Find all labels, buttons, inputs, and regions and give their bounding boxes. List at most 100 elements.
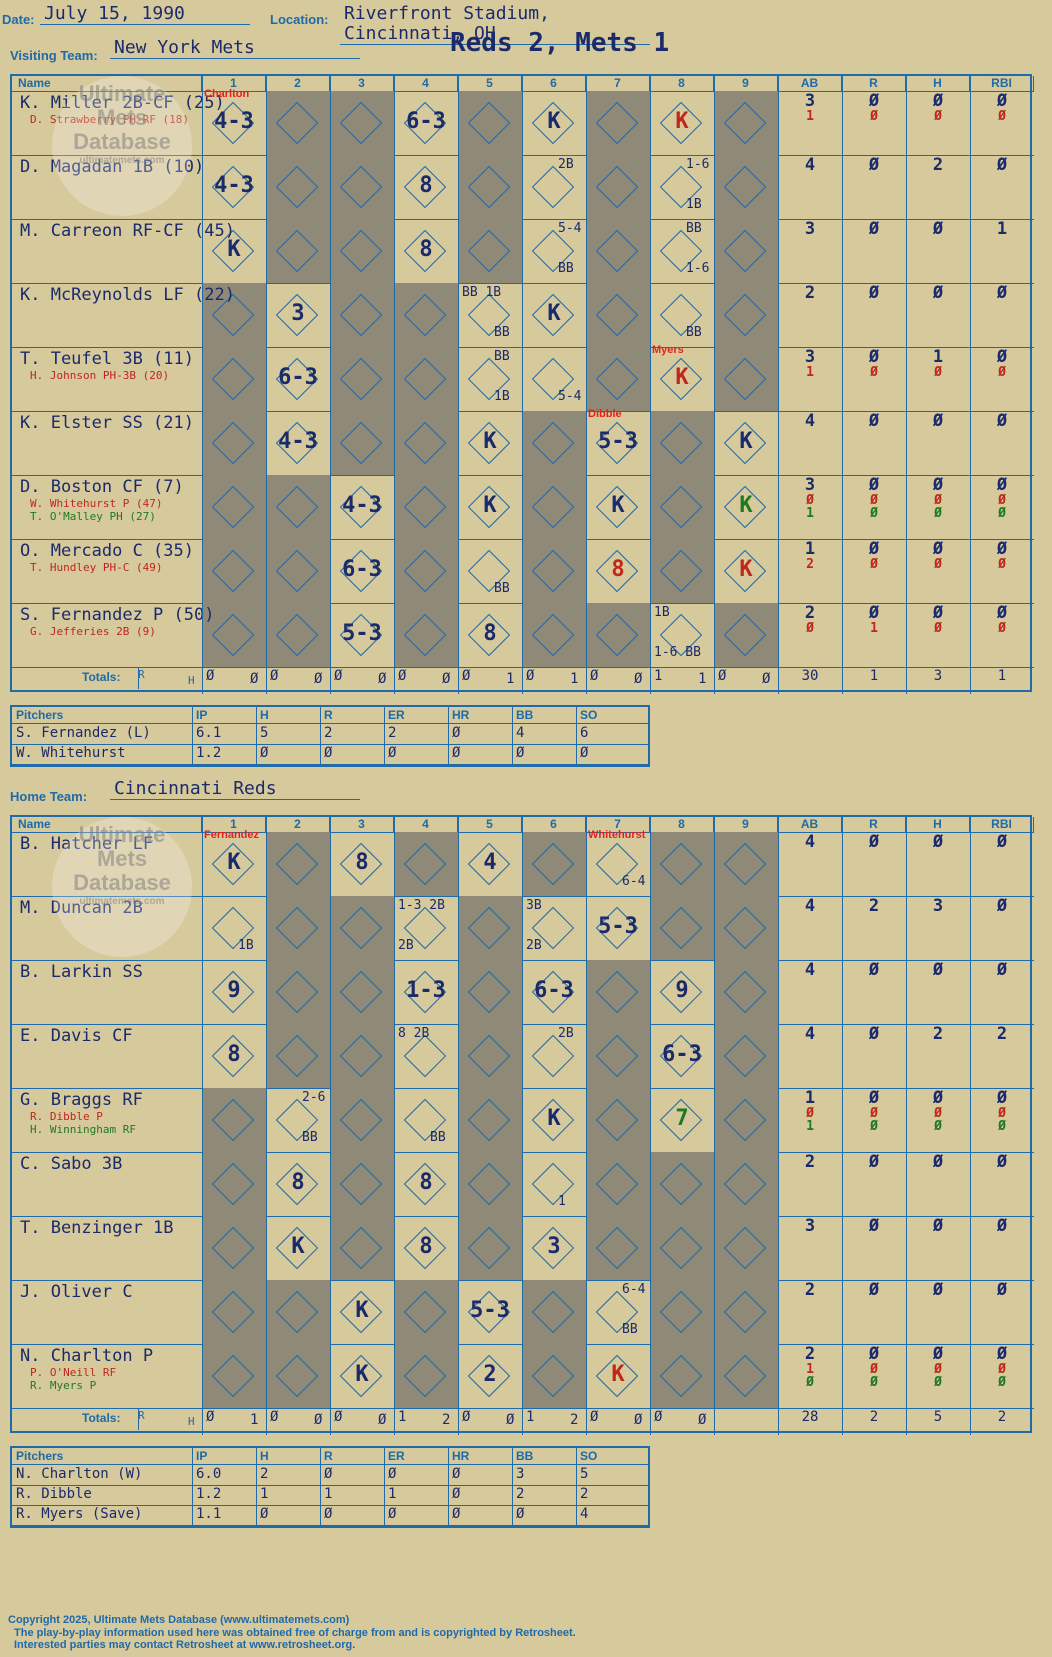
home-col-rule <box>650 817 651 1435</box>
visitor-stat-value: 1 <box>932 347 944 367</box>
home-stat-value: Ø <box>868 832 880 852</box>
visitor-col-rule <box>650 76 651 694</box>
visitor-substitute: W. Whitehurst P (47) <box>30 497 163 510</box>
base-diamond <box>339 1162 383 1206</box>
base-diamond <box>339 1226 383 1270</box>
home-play-result: 5-3 <box>598 914 638 939</box>
home-player-name: T. Benzinger 1B <box>20 1218 174 1238</box>
home-inning-cell <box>586 1024 650 1088</box>
visitor-stat-value: 1 <box>806 365 814 380</box>
visitor-col-rule <box>842 76 843 694</box>
home-pitch-value: R. Myers (Save) <box>16 1506 143 1522</box>
home-header-inning: 5 <box>458 817 522 832</box>
visitor-inning-cell <box>458 91 522 155</box>
home-col-rule <box>266 817 267 1435</box>
visitor-col-rule <box>394 76 395 694</box>
home-inning-cell <box>650 1216 714 1280</box>
home-pitch-header: R <box>324 1449 333 1463</box>
visitor-header-stat: R <box>842 76 906 91</box>
home-pitch-value: 1 <box>388 1486 397 1502</box>
visitor-pitch-header: IP <box>196 708 208 722</box>
home-inning-cell <box>202 1280 266 1344</box>
home-play-result: 8 <box>227 1042 241 1067</box>
home-stat-value: Ø <box>868 1216 880 1236</box>
visitor-substitute: D. Strawberry PH-RF (18) <box>30 113 189 126</box>
home-stat-value: Ø <box>870 1375 878 1390</box>
visitor-player-name: D. Magadan 1B (10) <box>20 157 205 177</box>
home-inning-cell <box>650 1152 714 1216</box>
visitor-inning-cell <box>650 475 714 539</box>
visitor-inning-cell <box>586 603 650 667</box>
base-diamond <box>275 906 319 950</box>
home-inning-cell <box>394 1088 458 1152</box>
visitor-base-note: 1B <box>686 197 702 212</box>
home-play-result: K <box>355 1362 369 1387</box>
base-diamond <box>595 229 639 273</box>
visitor-player-name: D. Boston CF (7) <box>20 477 184 497</box>
visitor-inning-cell <box>650 411 714 475</box>
visitor-inning-cell <box>394 603 458 667</box>
home-inning-hits: 1 <box>250 1412 259 1428</box>
visitor-inning-hits: 1 <box>570 671 579 687</box>
visitor-substitute: H. Johnson PH-3B (20) <box>30 369 170 382</box>
visitor-inning-cell <box>586 155 650 219</box>
visitor-stat-value: 3 <box>804 347 816 367</box>
copyright-line: Copyright 2025, Ultimate Mets Database (… <box>8 1614 350 1626</box>
visitor-stat-value: Ø <box>868 347 880 367</box>
visitor-play-result: K <box>739 429 753 454</box>
visitor-stat-value: Ø <box>870 506 878 521</box>
visitor-play-result: 5-3 <box>598 429 638 454</box>
home-pitch-value: 5 <box>580 1466 589 1482</box>
home-base-note: 3B <box>526 898 542 913</box>
visitor-stat-value: Ø <box>806 621 814 636</box>
visitor-inning-cell <box>586 347 650 411</box>
home-player-name: E. Davis CF <box>20 1026 133 1046</box>
home-inning-cell <box>522 1280 586 1344</box>
base-diamond <box>531 421 575 465</box>
home-player-name: C. Sabo 3B <box>20 1154 123 1174</box>
base-diamond <box>339 1034 383 1078</box>
visitor-row-rule <box>12 667 1034 668</box>
base-diamond <box>467 1034 511 1078</box>
base-diamond <box>723 906 767 950</box>
visitor-stat-value: Ø <box>870 365 878 380</box>
base-diamond <box>531 1354 575 1398</box>
base-diamond <box>211 1354 255 1398</box>
home-inning-cell <box>650 832 714 896</box>
visitor-stat-value: Ø <box>934 557 942 572</box>
visitor-stat-value: Ø <box>998 493 1006 508</box>
home-col-rule <box>458 817 459 1435</box>
home-stat-value: Ø <box>870 1106 878 1121</box>
home-inning-cell <box>714 896 778 960</box>
home-inning-hits: Ø <box>506 1412 515 1428</box>
watermark-text: Ultimate <box>78 822 166 847</box>
visitor-pitch-header: SO <box>580 708 598 722</box>
home-pitch-value: 2 <box>516 1486 525 1502</box>
base-diamond <box>403 293 447 337</box>
visitor-stat-value: Ø <box>932 283 944 303</box>
home-base-note: 8 2B <box>398 1026 430 1041</box>
home-play-result: K <box>227 850 241 875</box>
home-pitch-head-rule <box>12 1464 648 1465</box>
home-base-note: 2B <box>398 938 414 953</box>
visitor-player-name: K. Miller 2B-CF (25) <box>20 93 225 113</box>
visitor-play-result: 8 <box>419 173 433 198</box>
home-row-rule <box>12 1152 1034 1153</box>
home-inning-cell <box>650 1280 714 1344</box>
home-row-rule <box>12 896 1034 897</box>
base-diamond <box>531 1162 575 1206</box>
base-diamond <box>403 421 447 465</box>
home-inning-cell <box>394 832 458 896</box>
visitor-pitching-change: Myers <box>652 344 684 356</box>
home-stat-value: Ø <box>932 960 944 980</box>
home-play-result: 9 <box>227 978 241 1003</box>
base-diamond <box>211 1290 255 1334</box>
home-inning-cell <box>330 1088 394 1152</box>
visitor-stat-value: 4 <box>804 411 816 431</box>
home-stat-value: Ø <box>996 1280 1008 1300</box>
visitor-inning-cell <box>522 475 586 539</box>
home-pitch-col-rule <box>512 1448 513 1526</box>
home-col-rule <box>330 817 331 1435</box>
visitor-totals-h-label: H <box>188 674 195 687</box>
base-diamond <box>275 549 319 593</box>
